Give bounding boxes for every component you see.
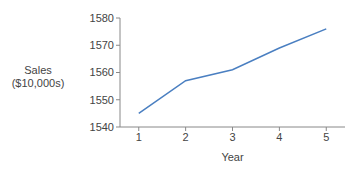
svg-text:1550: 1550 <box>90 94 114 106</box>
svg-text:Year: Year <box>221 151 244 163</box>
svg-text:2: 2 <box>183 131 189 143</box>
svg-text:1540: 1540 <box>90 121 114 133</box>
svg-text:5: 5 <box>323 131 329 143</box>
svg-text:1560: 1560 <box>90 66 114 78</box>
svg-text:3: 3 <box>229 131 235 143</box>
html-text:Sales ($10,000s): Sales ($10,000s) <box>11 64 65 89</box>
svg-text:1570: 1570 <box>90 39 114 51</box>
svg-text:4: 4 <box>276 131 282 143</box>
svg-text:1: 1 <box>136 131 142 143</box>
svg-text:1580: 1580 <box>90 12 114 24</box>
